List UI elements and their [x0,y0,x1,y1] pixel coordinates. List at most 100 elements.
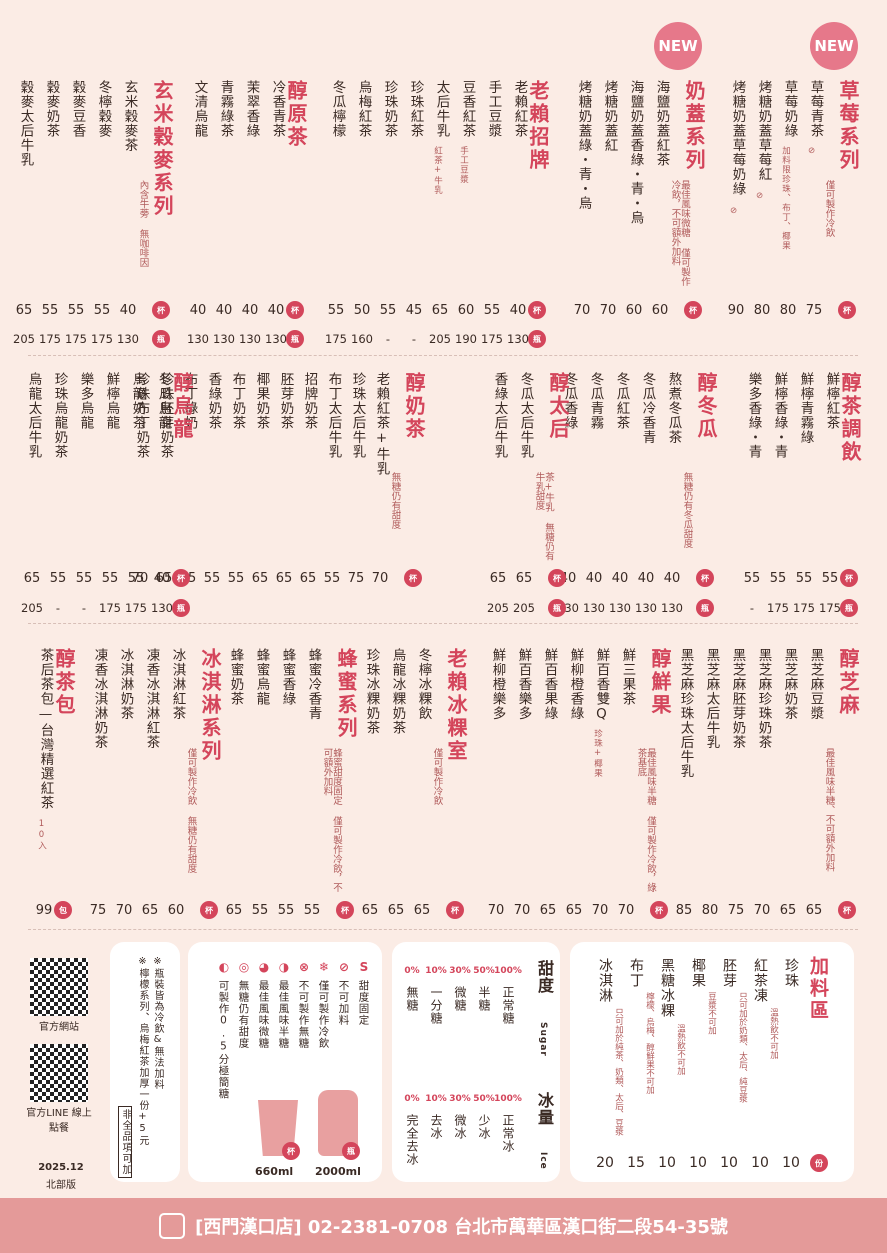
menu-item[interactable]: 鮮柳橙香綠 [567,648,584,721]
menu-item[interactable]: 青霧綠茶 [217,80,234,138]
addon-item[interactable]: 冰淇淋 [597,958,613,1003]
menu-item[interactable]: 鮮百香雙Q [593,648,610,723]
menu-item[interactable]: 冬瓜香綠 [561,372,578,430]
menu-item[interactable]: 珍珠烏龍奶茶 [51,372,68,459]
menu-item[interactable]: 烏龍奶茶 [129,372,146,430]
menu-item[interactable]: 樂多香綠・青 [745,372,762,459]
addon-item[interactable]: 黑糖冰粿 [659,958,675,1018]
price-cup: 65 [141,903,159,918]
menu-item[interactable]: 香綠太后牛乳 [491,372,508,459]
addon-item[interactable]: 胚芽 [721,958,737,988]
menu-item[interactable]: 黑芝麻珍珠太后牛乳 [677,648,694,779]
menu-item[interactable]: 烏梅紅茶 [355,80,372,138]
menu-item[interactable]: 穀麥太后牛乳 [17,80,34,167]
menu-item[interactable]: 烏龍太后牛乳 [25,372,42,459]
menu-item[interactable]: 烤糖奶蓋草莓奶綠 [729,80,746,196]
menu-item[interactable]: 黑芝麻太后牛乳 [703,648,720,750]
menu-item[interactable]: 珍珠奶茶 [381,80,398,138]
store-icon [159,1212,186,1239]
menu-item[interactable]: 布丁太后牛乳 [325,372,342,459]
menu-item[interactable]: 鮮三果茶 [619,648,636,706]
menu-item[interactable]: 冬瓜青霧 [587,372,604,430]
menu-item[interactable]: 樂多烏龍 [77,372,94,430]
addon-item[interactable]: 珍珠 [783,958,799,988]
menu-item[interactable]: 烤糖奶蓋草莓紅 [755,80,772,182]
menu-item[interactable]: 鮮百香樂多 [515,648,532,721]
menu-item[interactable]: 冰淇淋奶茶 [117,648,134,721]
menu-item[interactable]: 穀麥豆香 [69,80,86,138]
menu-item[interactable]: 蜂蜜冷香青 [305,648,322,721]
menu-item[interactable]: 冬瓜冷香青 [639,372,656,445]
menu-item[interactable]: 老賴紅茶 [511,80,528,138]
menu-item[interactable]: 文清烏龍 [191,80,208,138]
sugar-en: Sugar [538,1022,548,1057]
menu-item[interactable]: 珍珠太后牛乳 [349,372,366,459]
qr-code-line[interactable] [30,1044,88,1102]
price-cup: 70 [591,903,609,918]
menu-item[interactable]: 茶后茶包—台灣精選紅茶 [37,648,54,810]
menu-item[interactable]: 鮮檸紅茶 [823,372,840,430]
menu-item[interactable]: 蜂蜜香綠 [279,648,296,706]
menu-item[interactable]: 冬檸冰粿飲 [415,648,432,721]
menu-item[interactable]: 蜂蜜烏龍 [253,648,270,706]
menu-item[interactable]: 鮮檸香綠・青 [771,372,788,459]
qr-code-site[interactable] [30,958,88,1016]
menu-item[interactable]: 珍珠胚芽奶茶 [157,372,174,459]
menu-item[interactable]: 招牌奶茶 [301,372,318,430]
menu-item[interactable]: 海鹽奶蓋香綠・青・烏 [627,80,644,225]
menu-item[interactable]: 冷香青茶 [269,80,286,138]
menu-item[interactable]: 冬瓜烏龍 [155,372,172,430]
menu-item[interactable]: 太后牛乳 [433,80,450,138]
menu-item[interactable]: 胚芽奶茶 [277,372,294,430]
legend-symbol: ◑ [278,960,290,974]
addon-price: 10 [689,1155,707,1171]
menu-item[interactable]: 老賴紅茶+牛乳 [373,372,390,476]
menu-item[interactable]: 海鹽奶蓋紅茶 [653,80,670,167]
menu-item[interactable]: 布丁綠奶 [181,372,198,430]
menu-item[interactable]: 冬瓜太后牛乳 [517,372,534,459]
menu-item[interactable]: 珍珠布丁奶茶 [133,372,150,459]
menu-item[interactable]: 熬煮冬瓜茶 [665,372,682,445]
sugar-percent: 0% [404,966,420,976]
menu-item[interactable]: 黑芝麻奶茶 [781,648,798,721]
menu-item[interactable]: 布丁奶茶 [229,372,246,430]
menu-item[interactable]: 鮮柳橙樂多 [489,648,506,721]
menu-item[interactable]: 穀麥奶茶 [43,80,60,138]
menu-item[interactable]: 冬瓜紅茶 [613,372,630,430]
menu-item[interactable]: 豆香紅茶 [459,80,476,138]
menu-item[interactable]: 椰果奶茶 [253,372,270,430]
menu-item[interactable]: 茉翠香綠 [243,80,260,138]
menu-item[interactable]: 冰淇淋紅茶 [169,648,186,721]
menu-item[interactable]: 鮮檸青霧綠 [797,372,814,445]
bottle-tag: 瓶 [840,599,858,617]
menu-item[interactable]: 珍珠紅茶 [407,80,424,138]
price-cup: 80 [701,903,719,918]
price-cup: 70 [115,903,133,918]
price-bottle: 175 [481,332,503,346]
menu-item[interactable]: 冬檸穀麥 [95,80,112,138]
menu-item[interactable]: 烤糖奶蓋紅 [601,80,618,153]
addon-item[interactable]: 紅茶凍 [752,958,768,1003]
menu-item[interactable]: 香綠奶茶 [205,372,222,430]
addon-item[interactable]: 布丁 [628,958,644,988]
menu-item[interactable]: 黑芝麻珍珠奶茶 [755,648,772,750]
menu-item[interactable]: 草莓青茶 [807,80,824,138]
menu-item[interactable]: 鮮百香果綠 [541,648,558,721]
menu-item[interactable]: 凍香冰淇淋紅茶 [143,648,160,750]
bottle-tag: 瓶 [548,599,566,617]
menu-item[interactable]: 凍香冰淇淋奶茶 [91,648,108,750]
menu-item[interactable]: 蜂蜜奶茶 [227,648,244,706]
price-cup: 75 [347,571,365,586]
menu-item[interactable]: 烏龍冰粿奶茶 [389,648,406,735]
menu-item[interactable]: 鮮檸烏龍 [103,372,120,430]
menu-item[interactable]: 草莓奶綠 [781,80,798,138]
menu-item[interactable]: 黑芝麻豆漿 [807,648,824,721]
menu-item[interactable]: 黑芝麻胚芽奶茶 [729,648,746,750]
menu-item[interactable]: 珍珠冰粿奶茶 [363,648,380,735]
addon-item[interactable]: 椰果 [690,958,706,988]
menu-item[interactable]: 冬瓜檸檬 [329,80,346,138]
menu-item[interactable]: 玄米穀麥茶 [121,80,138,153]
menu-item[interactable]: 烤糖奶蓋綠・青・烏 [575,80,592,211]
menu-item[interactable]: 手工豆漿 [485,80,502,138]
cup-tag: 杯 [528,301,546,319]
